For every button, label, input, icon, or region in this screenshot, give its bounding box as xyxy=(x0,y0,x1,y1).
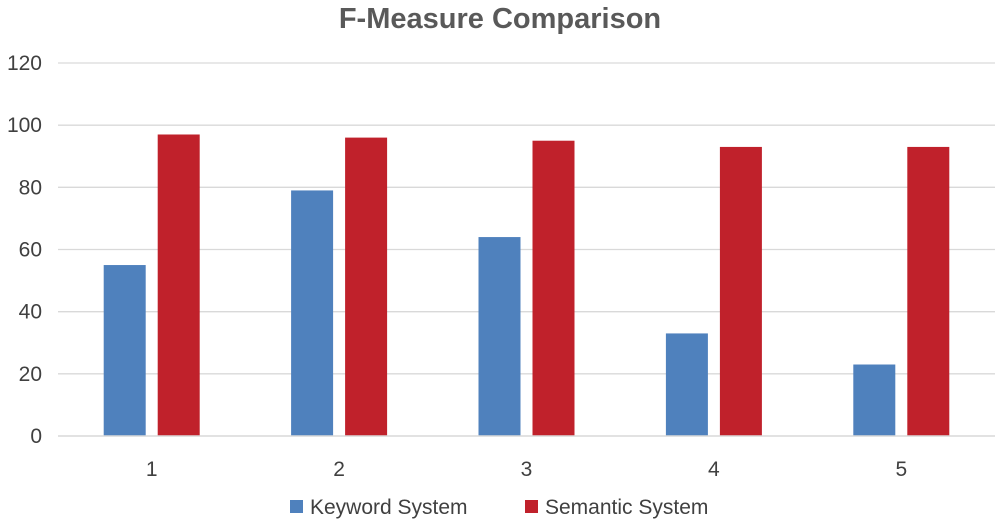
y-tick-label: 100 xyxy=(7,114,42,137)
bar-semantic-1 xyxy=(157,134,200,436)
x-tick-label: 4 xyxy=(708,458,720,481)
bar-semantic-4 xyxy=(719,146,762,437)
bar-keyword-2 xyxy=(291,190,334,436)
legend: Keyword System Semantic System xyxy=(290,496,708,519)
bar-keyword-5 xyxy=(853,364,896,436)
x-tick-label: 3 xyxy=(521,458,533,481)
y-tick-label: 60 xyxy=(19,239,42,262)
y-tick-label: 20 xyxy=(19,363,42,386)
gridlines xyxy=(58,62,995,375)
bars xyxy=(103,134,950,437)
bar-semantic-2 xyxy=(345,137,388,436)
x-tick-label: 5 xyxy=(895,458,907,481)
bar-keyword-4 xyxy=(665,333,708,436)
y-tick-label: 0 xyxy=(30,425,42,448)
x-tick-label: 2 xyxy=(333,458,345,481)
bar-keyword-1 xyxy=(103,265,146,436)
y-tick-label: 40 xyxy=(19,301,42,324)
legend-swatch xyxy=(525,500,538,513)
bar-keyword-3 xyxy=(478,237,521,436)
bar-semantic-5 xyxy=(907,146,950,437)
y-tick-label: 120 xyxy=(7,52,42,75)
legend-swatch xyxy=(290,500,303,513)
bar-semantic-3 xyxy=(532,140,575,437)
legend-label: Semantic System xyxy=(545,496,708,519)
x-axis-ticks: 1 2 3 4 5 xyxy=(146,458,907,481)
y-axis-ticks: 0 20 40 60 80 100 120 xyxy=(7,52,42,448)
y-tick-label: 80 xyxy=(19,176,42,199)
chart-title: F-Measure Comparison xyxy=(339,3,661,35)
legend-label: Keyword System xyxy=(310,496,468,519)
x-tick-label: 1 xyxy=(146,458,158,481)
